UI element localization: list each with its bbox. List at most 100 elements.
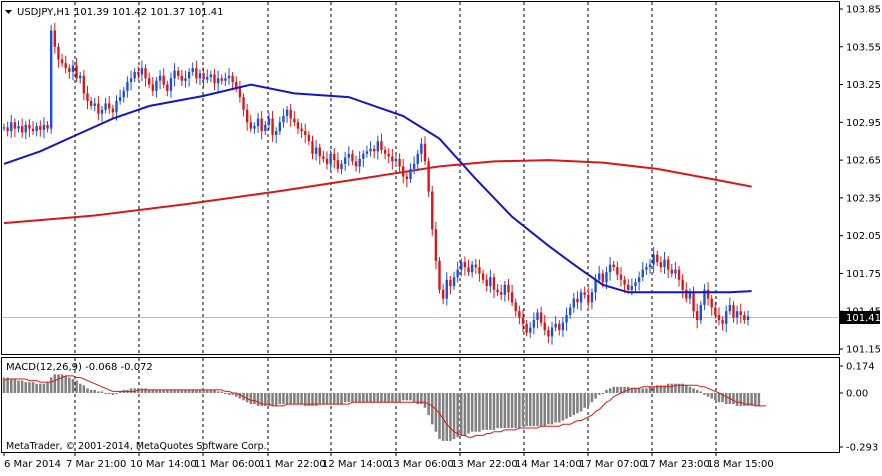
macd-bar <box>137 388 140 393</box>
candle-body <box>645 267 648 270</box>
candle-body <box>166 84 169 91</box>
candle-body <box>249 122 252 129</box>
candle-body <box>634 282 637 287</box>
price-tick-label: 101.15 <box>846 345 881 356</box>
candle-body <box>398 158 401 167</box>
candle-body <box>547 330 550 337</box>
candle-body <box>503 284 507 295</box>
candle-body <box>670 269 673 274</box>
candle-body <box>423 143 427 162</box>
price-tick-label: 101.75 <box>846 269 881 280</box>
macd-bar <box>362 393 365 403</box>
time-tick-label: 12 Mar 14:00 <box>322 459 389 470</box>
candle-body <box>169 78 173 91</box>
macd-bar <box>24 382 28 393</box>
candle-body <box>601 273 605 283</box>
macd-bar <box>100 391 104 393</box>
macd-bar <box>597 393 601 395</box>
macd-panel-frame <box>1 357 840 453</box>
macd-bar <box>746 393 750 406</box>
macd-bar <box>525 393 528 427</box>
macd-bar <box>311 393 314 406</box>
macd-bar <box>445 393 449 441</box>
macd-bar <box>17 380 20 393</box>
candle-body <box>420 143 423 154</box>
price-tick-label: 103.55 <box>846 42 881 53</box>
candle-body <box>510 292 514 303</box>
candle-body <box>46 124 49 129</box>
macd-bar <box>521 393 525 427</box>
candle-body <box>68 68 71 72</box>
macd-bar <box>213 389 216 393</box>
candle-body <box>13 122 17 129</box>
macd-bar <box>343 393 347 403</box>
macd-tick-label: 0.174 <box>846 362 875 373</box>
candle-body <box>663 259 666 268</box>
time-tick-label: 14 Mar 14:00 <box>515 459 582 470</box>
time-tick-label: 10 Mar 14:00 <box>130 459 197 470</box>
candle-body <box>394 158 398 162</box>
candle-body <box>155 80 158 91</box>
macd-bar <box>325 393 329 405</box>
macd-bar <box>42 383 46 393</box>
candle-body <box>39 126 42 130</box>
candle-body <box>572 298 575 308</box>
candle-body <box>656 254 659 263</box>
macd-bar <box>717 393 721 403</box>
macd-bar <box>354 393 358 403</box>
macd-bar <box>274 393 278 406</box>
candle-body <box>478 267 481 274</box>
macd-bar <box>648 386 652 393</box>
macd-bar <box>478 393 481 432</box>
candle-body <box>496 289 499 293</box>
macd-bar <box>144 388 147 393</box>
candle-body <box>267 118 271 125</box>
time-tick-label: 13 Mar 06:00 <box>387 459 454 470</box>
macd-bar <box>721 393 724 403</box>
macd-signal-path <box>3 375 767 438</box>
candle-body <box>97 103 100 114</box>
macd-bar <box>423 393 427 408</box>
candle-body <box>550 327 554 337</box>
macd-bar <box>271 393 274 406</box>
candle-body <box>274 131 278 135</box>
macd-bar <box>750 393 753 406</box>
macd-bar <box>340 393 343 405</box>
candle-body <box>220 78 223 81</box>
chart-header-symbol: USDJPY,H1 <box>17 7 70 18</box>
macd-bar <box>71 379 75 393</box>
macd-bar <box>86 388 89 393</box>
candle-body <box>79 75 82 79</box>
candle-body <box>594 279 597 293</box>
macd-bar <box>412 393 416 403</box>
candle-body <box>71 65 75 72</box>
candle-body <box>260 118 263 132</box>
candle-body <box>576 298 579 303</box>
candle-body <box>285 109 289 117</box>
candle-body <box>224 78 227 81</box>
candle-body <box>206 77 209 80</box>
candle-body <box>195 68 198 79</box>
candle-body <box>608 264 612 273</box>
candle-body <box>445 279 448 299</box>
candle-body <box>64 63 67 69</box>
candle-body <box>126 82 129 91</box>
macd-tick-label: 0.00 <box>846 389 868 400</box>
candle-body <box>289 109 292 119</box>
candle-body <box>561 322 565 331</box>
candle-body <box>489 277 492 287</box>
macd-bar <box>162 389 165 393</box>
candle-body <box>17 126 20 129</box>
macd-bar <box>332 393 336 405</box>
vertical-grid <box>74 2 717 452</box>
macd-bar <box>278 393 282 405</box>
candle-body <box>514 302 517 312</box>
current-price-tag: 101.41 <box>840 311 881 324</box>
candle-body <box>133 71 136 79</box>
macd-bar <box>496 393 499 429</box>
candle-body <box>238 88 242 98</box>
candle-body <box>365 151 369 154</box>
dropdown-triangle-icon[interactable] <box>5 10 12 14</box>
